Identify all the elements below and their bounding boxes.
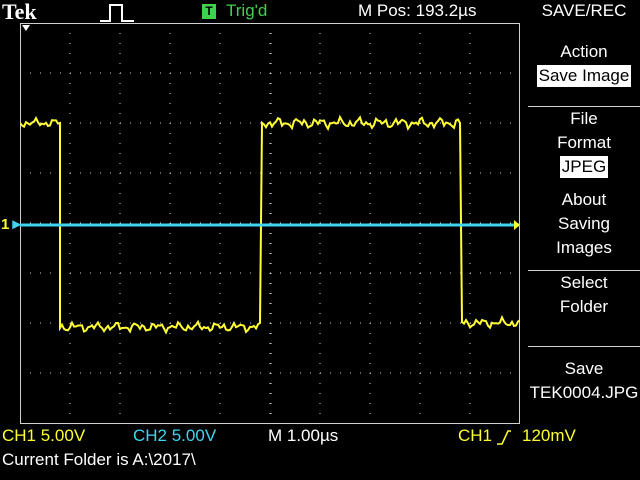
menu-about-label-3: Images bbox=[556, 238, 612, 257]
channel-marker-label: 1 bbox=[1, 216, 10, 233]
save-recall-menu: Action Save Image File Format JPEG About… bbox=[528, 24, 640, 424]
rising-edge-icon bbox=[497, 430, 511, 445]
menu-save-label: Save bbox=[564, 359, 604, 378]
main-position-readout: M Pos: 193.2µs bbox=[358, 1, 477, 20]
timebase-readout: M 1.00µs bbox=[268, 426, 339, 445]
menu-action[interactable]: Action Save Image bbox=[528, 40, 640, 88]
ch2-scale-readout: CH2 5.00V bbox=[133, 426, 217, 445]
trigger-position-marker bbox=[22, 25, 30, 31]
menu-file-format-value: JPEG bbox=[559, 156, 609, 178]
trigger-level-readout: 120mV bbox=[522, 426, 576, 445]
trigger-level-marker bbox=[514, 220, 520, 230]
ch1-scale-readout: CH1 5.00V bbox=[2, 426, 86, 445]
menu-file-format-label-2: Format bbox=[557, 133, 611, 152]
menu-about-label-2: Saving bbox=[558, 214, 610, 233]
menu-select-folder[interactable]: Select Folder bbox=[528, 270, 640, 319]
trigger-source-readout: CH1 bbox=[458, 426, 493, 445]
trigger-status: Trig'd bbox=[226, 1, 268, 20]
trigger-badge: T bbox=[202, 4, 216, 19]
menu-save-filename: TEK0004.JPG bbox=[529, 383, 639, 402]
menu-about-label-1: About bbox=[561, 190, 607, 209]
waveform-display bbox=[20, 23, 520, 424]
menu-about-saving-images[interactable]: About Saving Images bbox=[528, 188, 640, 260]
menu-save[interactable]: Save TEK0004.JPG bbox=[528, 346, 640, 405]
menu-select-folder-label-1: Select bbox=[560, 273, 608, 292]
menu-file-format[interactable]: File Format JPEG bbox=[528, 106, 640, 179]
menu-title: SAVE/REC bbox=[541, 1, 627, 20]
menu-file-format-label-1: File bbox=[570, 109, 598, 128]
menu-action-value: Save Image bbox=[536, 65, 632, 87]
ch1-waveform-trace bbox=[20, 114, 520, 335]
brand-logo: Tek bbox=[2, 0, 37, 24]
current-folder-message: Current Folder is A:\2017\ bbox=[2, 450, 196, 469]
channel-1-ground-marker: 1► bbox=[1, 216, 25, 233]
trigger-pulse-icon bbox=[100, 4, 134, 22]
menu-action-label: Action bbox=[560, 42, 608, 61]
top-status-bar: Tek T Trig'd M Pos: 193.2µs SAVE/REC bbox=[0, 0, 640, 24]
channel-status-row: CH1 5.00V CH2 5.00V M 1.00µs CH1 120mV bbox=[0, 426, 640, 448]
menu-select-folder-label-2: Folder bbox=[559, 297, 609, 316]
